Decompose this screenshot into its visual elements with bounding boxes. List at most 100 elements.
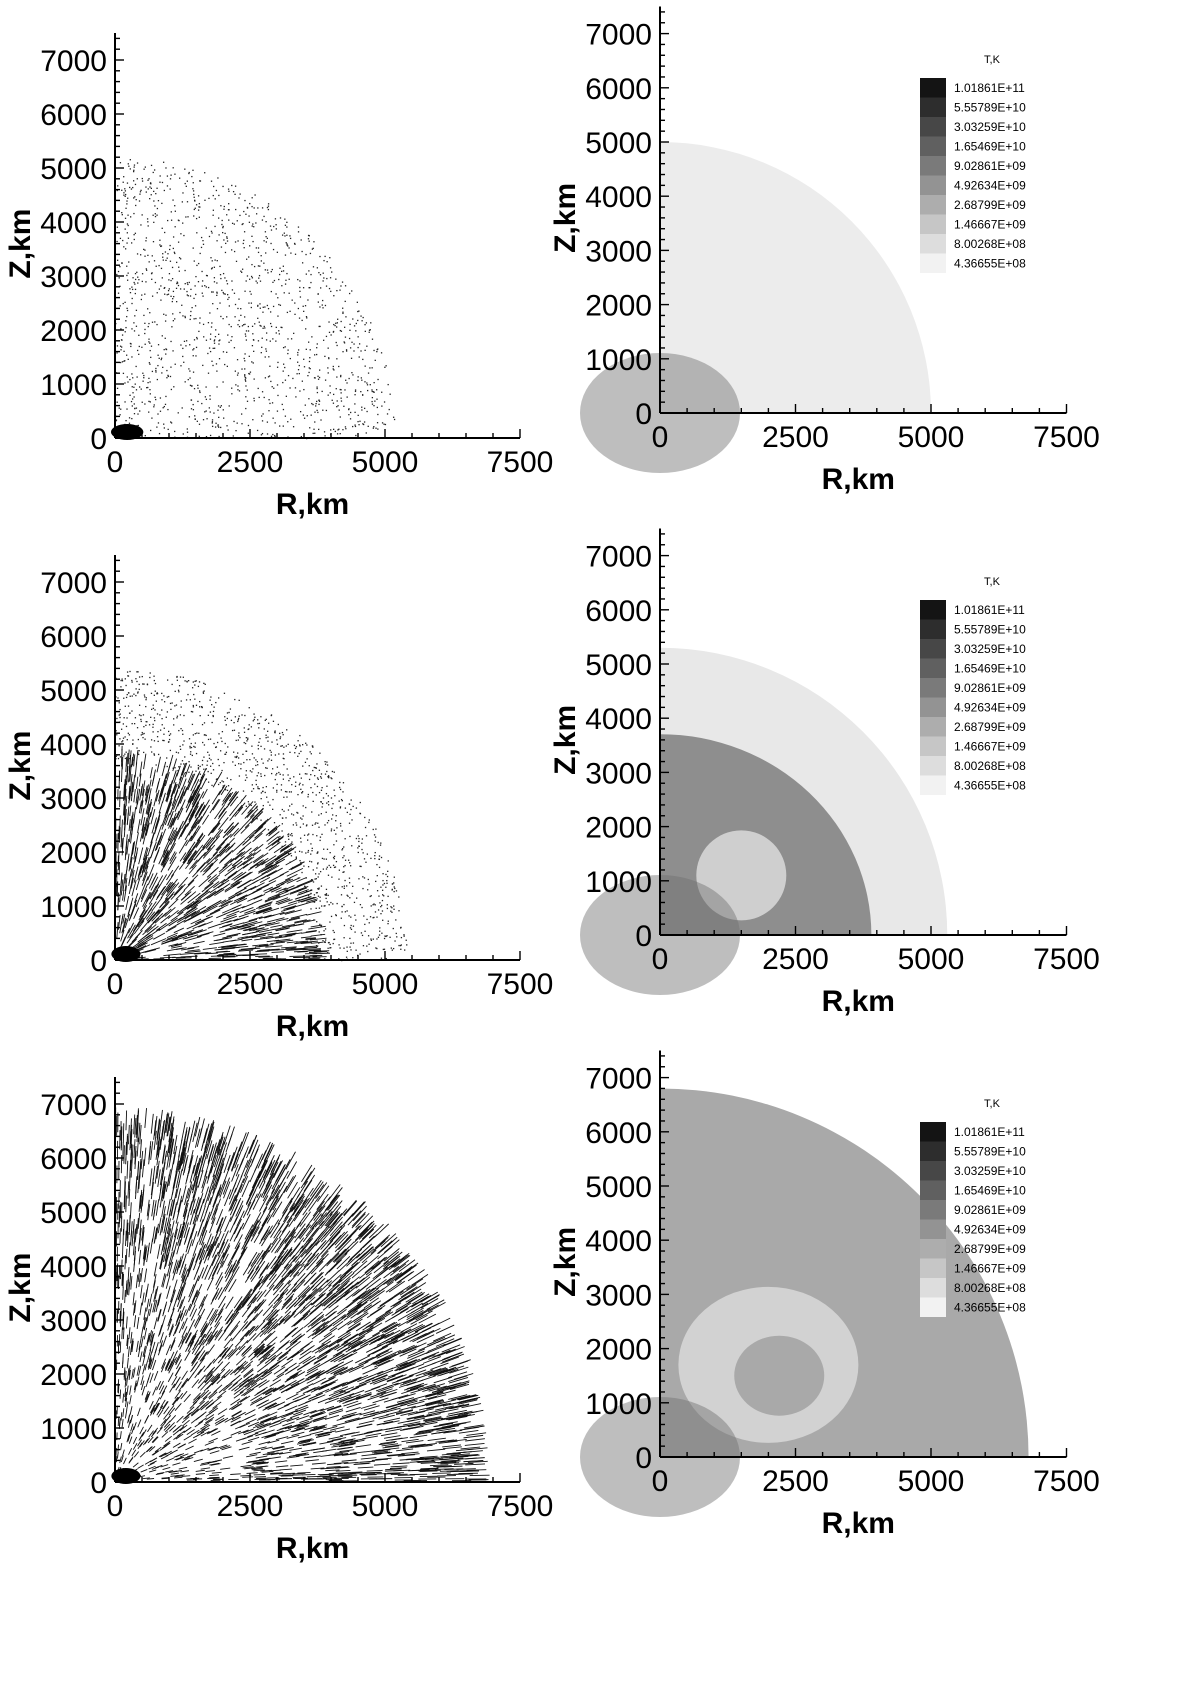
- velocity-vector: [160, 915, 171, 924]
- velocity-vector: [234, 698, 236, 701]
- velocity-vector: [216, 741, 219, 744]
- velocity-vector: [266, 867, 283, 878]
- velocity-vector: [380, 906, 382, 908]
- velocity-vector: [140, 718, 142, 721]
- velocity-vector: [392, 416, 395, 418]
- velocity-vector: [294, 1294, 307, 1307]
- velocity-vector: [176, 282, 179, 284]
- velocity-vector: [234, 1184, 243, 1201]
- velocity-vector: [443, 1429, 463, 1434]
- velocity-vector: [316, 391, 319, 394]
- velocity-vector: [141, 780, 146, 796]
- velocity-vector: [126, 309, 129, 312]
- velocity-vector: [158, 432, 161, 435]
- velocity-vector: [403, 935, 405, 937]
- legend-swatch: [920, 195, 946, 215]
- velocity-vector: [226, 240, 229, 242]
- velocity-vector: [288, 779, 290, 782]
- velocity-vector: [126, 376, 128, 378]
- velocity-vector: [292, 1371, 306, 1380]
- velocity-vector: [232, 1377, 243, 1387]
- velocity-vector: [264, 719, 266, 722]
- velocity-vector: [211, 322, 213, 324]
- velocity-vector: [373, 834, 376, 836]
- velocity-vector: [325, 858, 328, 860]
- velocity-vector: [322, 339, 325, 341]
- velocity-vector: [152, 731, 154, 733]
- velocity-vector: [281, 745, 283, 747]
- velocity-vector: [342, 351, 344, 353]
- velocity-vector: [188, 1256, 195, 1271]
- velocity-vector: [244, 353, 246, 355]
- velocity-vector: [242, 1379, 254, 1388]
- velocity-vector: [260, 773, 262, 775]
- velocity-vector: [178, 685, 181, 687]
- velocity-vector: [290, 418, 292, 420]
- velocity-vector: [335, 322, 337, 324]
- velocity-vector: [358, 837, 360, 840]
- velocity-vector: [317, 1431, 332, 1436]
- velocity-vector: [203, 847, 212, 857]
- velocity-vector: [220, 785, 228, 796]
- velocity-vector: [305, 1368, 319, 1377]
- velocity-vector: [327, 801, 330, 803]
- velocity-vector: [156, 693, 158, 695]
- velocity-vector: [168, 898, 179, 909]
- velocity-vector: [168, 738, 171, 741]
- velocity-vector: [121, 749, 123, 751]
- velocity-vector: [327, 775, 330, 777]
- velocity-vector: [155, 265, 157, 267]
- velocity-vector: [282, 774, 284, 776]
- velocity-vector: [210, 257, 212, 259]
- velocity-vector: [349, 865, 352, 867]
- velocity-vector: [322, 272, 324, 274]
- velocity-vector: [333, 771, 335, 773]
- velocity-vector: [357, 346, 359, 349]
- velocity-vector: [385, 1280, 402, 1293]
- velocity-vector: [272, 787, 275, 789]
- velocity-vector: [286, 311, 289, 314]
- velocity-vector: [392, 947, 395, 950]
- velocity-vector: [124, 1387, 127, 1398]
- velocity-vector: [135, 389, 138, 391]
- velocity-vector: [349, 946, 351, 948]
- velocity-vector: [207, 286, 210, 289]
- velocity-vector: [350, 808, 352, 811]
- legend-label: 1.65469E+10: [954, 662, 1026, 676]
- velocity-vector: [276, 743, 279, 745]
- velocity-vector: [181, 1185, 187, 1203]
- velocity-vector: [194, 733, 196, 735]
- velocity-vector: [246, 258, 248, 260]
- velocity-vector: [288, 899, 301, 904]
- velocity-vector: [383, 423, 385, 425]
- velocity-vector: [291, 299, 293, 301]
- velocity-vector: [191, 905, 207, 916]
- velocity-vector: [248, 1251, 258, 1266]
- velocity-vector: [272, 798, 274, 801]
- velocity-vector: [158, 357, 160, 359]
- velocity-vector: [302, 815, 304, 817]
- velocity-vector: [246, 852, 256, 860]
- velocity-vector: [276, 739, 278, 741]
- velocity-vector: [145, 697, 147, 699]
- velocity-vector: [278, 848, 295, 859]
- velocity-vector: [215, 701, 217, 704]
- velocity-vector: [203, 756, 205, 758]
- velocity-vector: [370, 1334, 386, 1344]
- velocity-vector: [170, 865, 180, 878]
- velocity-vector: [247, 894, 263, 902]
- velocity-vector: [228, 405, 230, 407]
- velocity-vector: [253, 1343, 265, 1354]
- velocity-vector: [234, 241, 237, 243]
- velocity-vector: [247, 424, 250, 427]
- velocity-vector: [241, 714, 243, 716]
- velocity-vector: [238, 197, 240, 199]
- velocity-vector: [129, 159, 131, 161]
- velocity-vector: [220, 246, 223, 248]
- velocity-vector: [329, 392, 331, 394]
- velocity-vector: [231, 904, 242, 910]
- velocity-vector: [202, 323, 205, 326]
- velocity-vector: [199, 706, 201, 708]
- velocity-vector: [189, 384, 192, 387]
- velocity-vector: [245, 737, 248, 739]
